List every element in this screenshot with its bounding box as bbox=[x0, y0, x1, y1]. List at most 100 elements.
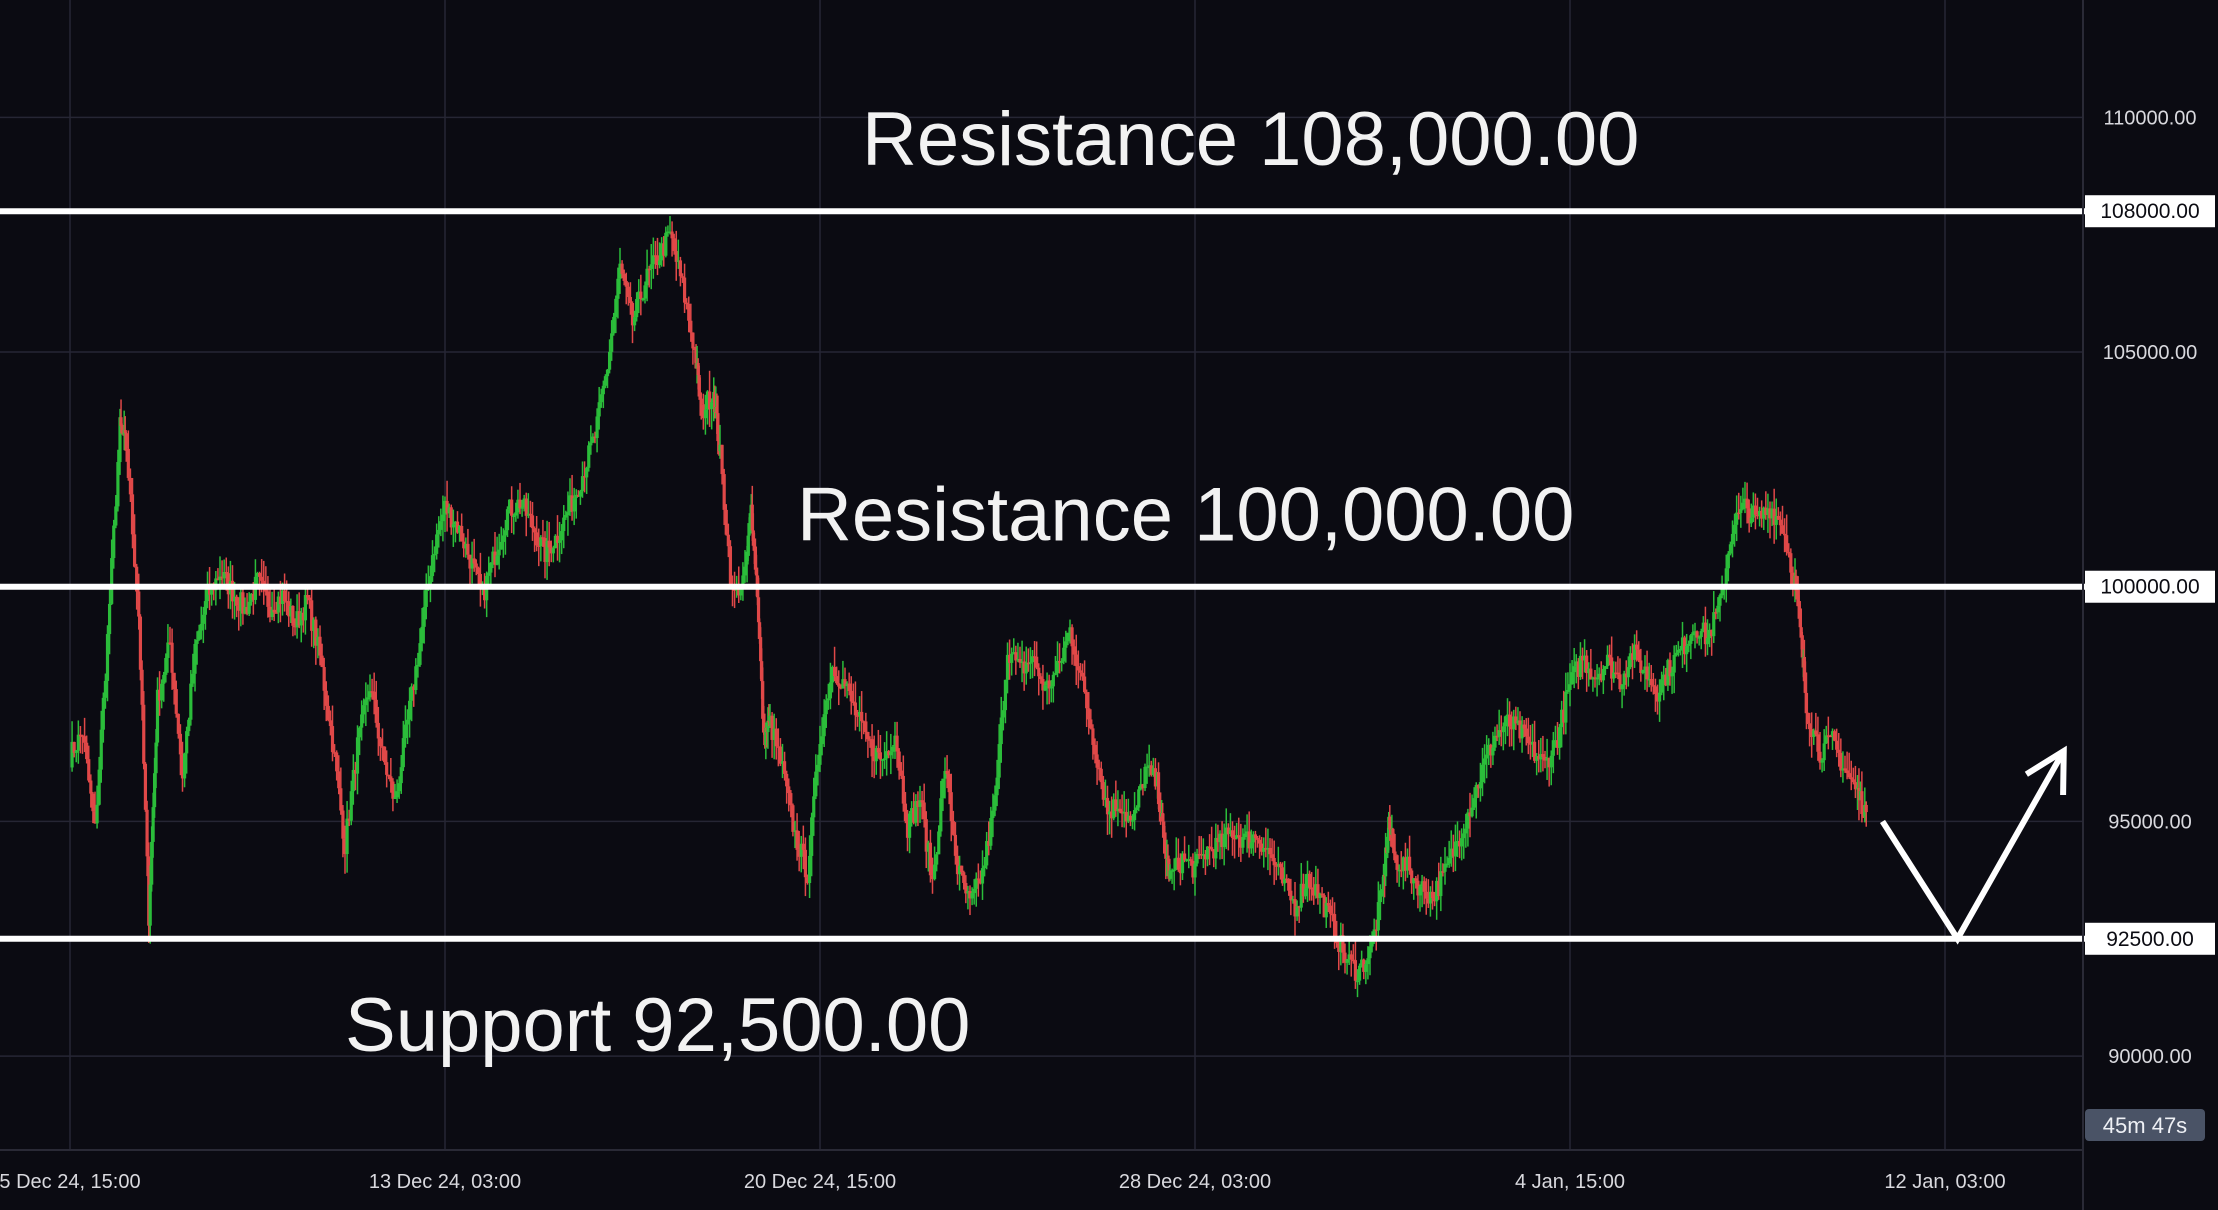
candle-body bbox=[255, 573, 260, 577]
candle-body bbox=[976, 878, 980, 880]
candle-body bbox=[1232, 837, 1237, 840]
candle-body bbox=[1570, 672, 1574, 685]
candle-body bbox=[1399, 869, 1403, 872]
candle-body bbox=[1024, 662, 1028, 674]
candle-body bbox=[754, 569, 759, 576]
candle-body bbox=[312, 619, 316, 631]
candle-body bbox=[1089, 719, 1093, 729]
candle bbox=[182, 752, 187, 788]
candle bbox=[1641, 669, 1645, 675]
candle bbox=[941, 778, 945, 812]
candle bbox=[639, 274, 643, 316]
candle bbox=[568, 478, 572, 517]
candle bbox=[441, 495, 445, 542]
candle-body bbox=[243, 607, 247, 614]
candle-body bbox=[1116, 808, 1120, 812]
candle-body bbox=[1595, 677, 1599, 680]
candle bbox=[980, 850, 985, 900]
candle-body bbox=[862, 721, 866, 723]
candle bbox=[1016, 642, 1020, 663]
candle-body bbox=[397, 783, 401, 792]
candle bbox=[403, 705, 408, 748]
candle-body bbox=[1170, 870, 1174, 872]
candle-body bbox=[810, 817, 814, 856]
candle bbox=[1560, 700, 1564, 748]
candle bbox=[435, 523, 439, 560]
candle bbox=[637, 279, 641, 314]
candle bbox=[1157, 797, 1162, 822]
candle-body bbox=[1426, 898, 1430, 904]
candle-body bbox=[1347, 954, 1351, 960]
candle bbox=[1864, 801, 1868, 827]
candle bbox=[389, 757, 393, 793]
candle-body bbox=[589, 442, 593, 446]
candle bbox=[1541, 735, 1545, 772]
candle bbox=[1537, 740, 1541, 773]
candle-body bbox=[760, 661, 764, 682]
candle bbox=[1582, 639, 1587, 673]
candle bbox=[1597, 667, 1601, 686]
candle-body bbox=[1091, 728, 1095, 745]
candle bbox=[1041, 664, 1045, 710]
candle-body bbox=[293, 625, 297, 628]
candle bbox=[1822, 729, 1826, 771]
candle bbox=[1682, 635, 1687, 665]
x-tick-label: 4 Jan, 15:00 bbox=[1515, 1171, 1625, 1193]
candle bbox=[1549, 750, 1553, 786]
candle bbox=[1662, 665, 1666, 701]
candle-body bbox=[1055, 660, 1060, 674]
candle-body bbox=[1800, 635, 1804, 658]
candle-body bbox=[1441, 871, 1445, 873]
candle-body bbox=[301, 612, 305, 621]
candle-body bbox=[1741, 502, 1745, 510]
candle bbox=[1687, 640, 1691, 653]
candle bbox=[1270, 838, 1274, 862]
candle bbox=[655, 237, 660, 276]
candle-body bbox=[743, 566, 747, 576]
candle bbox=[582, 461, 587, 493]
candle bbox=[1428, 886, 1433, 917]
candle-body bbox=[1660, 679, 1664, 693]
candle-body bbox=[1705, 637, 1710, 645]
candle-body bbox=[753, 546, 758, 570]
candle-body bbox=[1053, 673, 1058, 675]
candle bbox=[957, 855, 962, 891]
candle bbox=[1285, 874, 1289, 883]
candle bbox=[187, 717, 191, 737]
candle bbox=[628, 282, 633, 315]
candle bbox=[576, 490, 580, 498]
candle-body bbox=[1472, 798, 1476, 808]
candle-body bbox=[176, 713, 180, 734]
candle-body bbox=[1264, 847, 1268, 850]
candle-body bbox=[418, 643, 422, 665]
candle bbox=[914, 794, 918, 827]
candle-body bbox=[1732, 524, 1737, 534]
candle-body bbox=[437, 529, 441, 535]
candle-body bbox=[744, 564, 748, 567]
candle-body bbox=[1080, 672, 1085, 677]
candle-body bbox=[389, 776, 393, 782]
candle bbox=[82, 717, 87, 753]
candle bbox=[145, 800, 149, 877]
candle-body bbox=[1364, 964, 1368, 972]
candle-body bbox=[1489, 744, 1493, 756]
candle-body bbox=[1147, 765, 1151, 767]
candle-body bbox=[549, 547, 553, 554]
candle bbox=[1124, 799, 1128, 838]
candle-body bbox=[1799, 627, 1803, 636]
candle bbox=[997, 724, 1001, 790]
candle-body bbox=[1370, 938, 1374, 947]
candle bbox=[849, 676, 853, 715]
candle bbox=[1022, 651, 1026, 691]
candle bbox=[1132, 792, 1137, 831]
candle bbox=[1562, 690, 1566, 735]
candle bbox=[878, 734, 883, 779]
candle bbox=[1789, 548, 1793, 586]
candle-body bbox=[1051, 674, 1055, 687]
support-level-label: Support 92,500.00 bbox=[345, 983, 970, 1068]
candle bbox=[1078, 662, 1083, 681]
candle bbox=[1197, 835, 1201, 860]
candle-body bbox=[332, 752, 337, 754]
candle bbox=[1262, 837, 1266, 868]
